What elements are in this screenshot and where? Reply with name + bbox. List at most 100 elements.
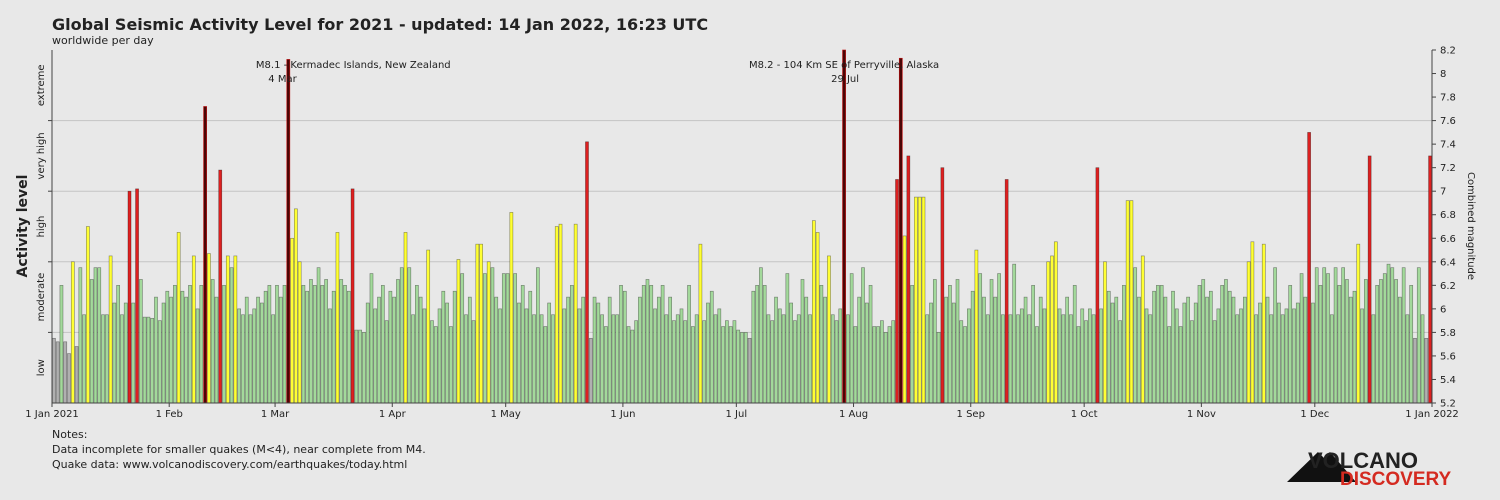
bar [210,279,215,404]
bar [1004,179,1009,404]
bar [721,326,725,404]
bar [883,332,888,404]
bar [785,273,790,404]
bar [925,314,930,404]
level-label: low [36,359,47,376]
bar [1428,155,1432,404]
bar [1133,267,1138,404]
bar [804,296,809,404]
bar [131,302,136,404]
bar [1220,285,1225,404]
bar [180,290,185,404]
bar [1080,308,1085,404]
bar [1171,290,1175,404]
bar [1125,200,1130,404]
bar [978,273,983,404]
bar [1329,314,1334,404]
bar [1394,279,1398,404]
bar [1144,308,1149,404]
bar [256,296,260,404]
bar [1284,308,1289,404]
bar [660,285,665,404]
bar [195,308,200,404]
bar [622,290,627,404]
bar [728,326,733,404]
bar [751,290,756,404]
bar [1243,296,1247,404]
annotation-date: 4 Mar [268,74,297,85]
bar [736,329,741,404]
bar [1156,285,1160,404]
bar [1382,273,1387,404]
bar [1416,267,1421,404]
bar [570,285,574,404]
bar [445,302,449,404]
bar [759,267,763,404]
bar [963,326,967,404]
bar [955,279,960,404]
bar [437,308,442,404]
bar [271,314,276,404]
bar [1288,285,1293,404]
bar [1269,314,1274,404]
bar [278,296,283,404]
y-tick-label: 7.8 [1440,93,1456,104]
bar [1129,200,1134,404]
x-tick-label: 1 Jan 2022 [1405,409,1459,420]
bar [811,220,816,404]
bar [1250,241,1255,404]
bar [1061,314,1066,404]
bar [675,314,680,404]
y-tick-label: 6.2 [1440,281,1456,292]
bar [1212,320,1217,404]
bar [706,302,710,404]
bar [509,212,514,404]
bar [475,243,480,404]
bar [1231,296,1236,404]
bar [377,296,381,404]
bar [173,285,177,404]
bar [800,279,805,404]
bar [1053,241,1058,404]
bar [67,353,71,404]
y-axis-title: Activity level [15,175,31,278]
bar [399,267,404,404]
bar [1258,302,1262,404]
bar [1087,308,1092,404]
bar [989,279,994,404]
x-tick-label: 1 May [491,409,521,420]
bar [199,285,204,404]
bar [70,261,75,404]
bar [713,314,718,404]
bar [324,279,328,404]
bar [796,314,801,404]
bar [218,169,223,404]
annotation: M8.1 - Kermadec Islands, New Zealand [256,60,451,71]
bar [513,273,517,404]
bar [1031,285,1035,404]
bar [1076,326,1081,404]
bar [528,290,533,404]
bar [849,273,854,404]
bar [921,196,926,404]
bar [997,273,1001,404]
bar [993,296,998,404]
bar [691,326,695,404]
bar [460,273,465,404]
bar [456,259,461,404]
bar [1057,308,1062,404]
bar [596,302,601,404]
bar [1386,263,1391,404]
bar [532,314,536,404]
bar [558,223,563,404]
bar [441,290,446,404]
bar [78,267,83,404]
bar [1379,279,1383,404]
bar [770,320,775,404]
x-tick-label: 1 Nov [1187,409,1216,420]
bar [1318,285,1323,404]
bar [543,326,548,404]
bar [951,302,956,404]
bar [135,188,139,404]
bar [362,332,366,404]
